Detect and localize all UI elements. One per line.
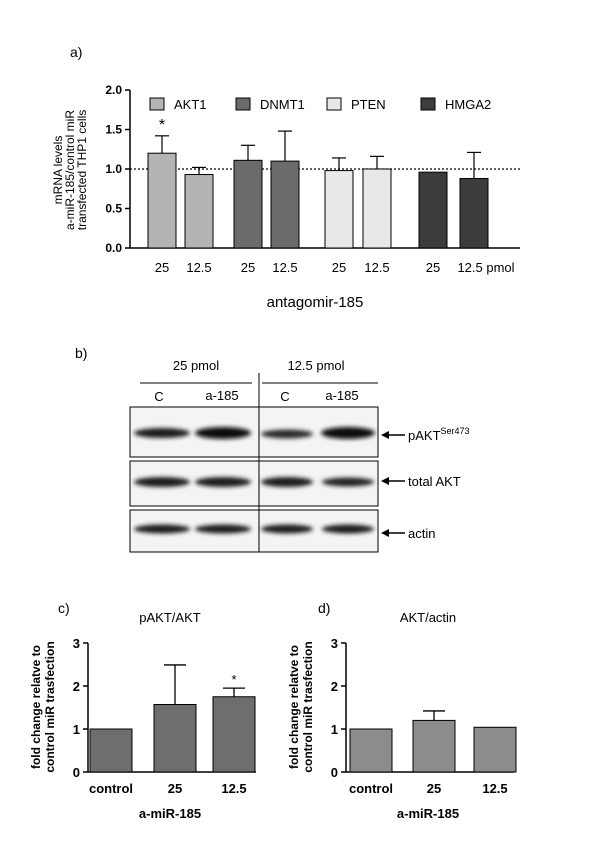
y-tick-label: 1.5 bbox=[105, 123, 122, 137]
chart-title: pAKT/AKT bbox=[139, 610, 200, 625]
legend-label: DNMT1 bbox=[260, 97, 305, 112]
lane-label: C bbox=[280, 389, 289, 404]
blot-condition-25: 25 pmol bbox=[173, 358, 219, 373]
x-tick-label: 12.5 pmol bbox=[457, 260, 514, 275]
legend-swatch bbox=[235, 97, 251, 111]
y-axis-label: fold change relatve to bbox=[287, 645, 301, 769]
chart-a: 0.0 0.5 1.0 1.5 2.0 * 25 12.5 25 12.5 25 12.5 25 12.5… bbox=[51, 83, 520, 311]
blot-row-label-pakt: pAKTSer473 bbox=[408, 426, 470, 443]
bar bbox=[233, 159, 263, 249]
band bbox=[322, 524, 374, 534]
y-tick-label: 0 bbox=[73, 765, 80, 780]
y-axis-label: fold change relatve to bbox=[29, 645, 43, 769]
blot-condition-12-5: 12.5 pmol bbox=[287, 358, 344, 373]
x-tick-label: 12.5 bbox=[482, 781, 507, 796]
x-tick-label: 25 bbox=[168, 781, 182, 796]
legend-swatch bbox=[420, 97, 436, 111]
legend-swatch bbox=[149, 97, 165, 111]
x-tick-label: 25 bbox=[332, 260, 346, 275]
x-tick-label: 12.5 bbox=[364, 260, 389, 275]
band bbox=[195, 477, 251, 487]
bar bbox=[153, 703, 197, 773]
y-axis-label: mRNA levels bbox=[51, 136, 65, 205]
bar bbox=[147, 152, 177, 249]
bar bbox=[473, 726, 517, 773]
x-tick-label: control bbox=[89, 781, 133, 796]
y-tick-label: 1 bbox=[331, 722, 338, 737]
lane-label: a-185 bbox=[325, 388, 358, 403]
lane-label: C bbox=[154, 389, 163, 404]
y-axis-label: transfected THP1 cells bbox=[75, 110, 89, 231]
y-tick-label: 0 bbox=[331, 765, 338, 780]
x-tick-label: control bbox=[349, 781, 393, 796]
band bbox=[322, 477, 374, 487]
y-axis-label: control miR trasfection bbox=[301, 641, 315, 772]
western-blot: 25 pmol 12.5 pmol C a-185 C a-185 bbox=[129, 358, 470, 553]
panel-label-b: b) bbox=[75, 345, 87, 361]
x-axis-label: antagomir-185 bbox=[267, 294, 364, 311]
panel-label-d: d) bbox=[318, 600, 330, 616]
y-axis-label: control miR trasfection bbox=[43, 641, 57, 772]
bar bbox=[459, 177, 489, 249]
chart-c: pAKT/AKT 0 1 2 3 control 25 * 12.5 fold change re… bbox=[29, 610, 256, 821]
bar bbox=[362, 168, 392, 249]
y-tick-label: 2.0 bbox=[105, 83, 122, 97]
y-tick-label: 0.0 bbox=[105, 241, 122, 255]
x-tick-label: 25 bbox=[155, 260, 169, 275]
bar bbox=[349, 728, 393, 773]
panel-label-a: a) bbox=[70, 44, 82, 60]
chart-d: AKT/actin 0 1 2 3 control 25 12.5 fold change re… bbox=[287, 610, 517, 821]
bar bbox=[184, 174, 214, 249]
band bbox=[321, 427, 375, 439]
arrow-left-icon bbox=[381, 477, 405, 485]
band bbox=[261, 429, 313, 439]
significance-star: * bbox=[231, 672, 236, 687]
chart-title: AKT/actin bbox=[400, 610, 456, 625]
legend-swatch bbox=[326, 97, 342, 111]
x-axis-label: a-miR-185 bbox=[139, 806, 201, 821]
lane-label: a-185 bbox=[205, 388, 238, 403]
bar bbox=[418, 171, 448, 249]
bar bbox=[89, 728, 133, 773]
arrow-left-icon bbox=[381, 529, 405, 537]
band bbox=[134, 477, 190, 487]
x-tick-label: 12.5 bbox=[272, 260, 297, 275]
y-axis-label: a-miR-185/control miR bbox=[63, 110, 77, 230]
blot-row-label-actin: actin bbox=[408, 526, 435, 541]
band bbox=[261, 524, 313, 534]
y-tick-label: 3 bbox=[331, 636, 338, 651]
legend-label: PTEN bbox=[351, 97, 386, 112]
panel-label-c: c) bbox=[58, 600, 70, 616]
x-tick-label: 25 bbox=[426, 260, 440, 275]
band bbox=[195, 524, 251, 534]
y-tick-label: 2 bbox=[331, 679, 338, 694]
band bbox=[195, 427, 251, 439]
bar bbox=[212, 696, 256, 773]
legend-label: HMGA2 bbox=[445, 97, 491, 112]
band bbox=[134, 524, 190, 534]
y-tick-label: 1.0 bbox=[105, 162, 122, 176]
bar bbox=[270, 160, 300, 249]
legend-label: AKT1 bbox=[174, 97, 207, 112]
y-tick-label: 1 bbox=[73, 722, 80, 737]
y-tick-label: 3 bbox=[73, 636, 80, 651]
arrow-left-icon bbox=[381, 431, 405, 439]
x-axis-label: a-miR-185 bbox=[397, 806, 459, 821]
significance-star: * bbox=[159, 117, 165, 134]
x-tick-label: 12.5 bbox=[221, 781, 246, 796]
blot-row-label-total-akt: total AKT bbox=[408, 474, 461, 489]
y-tick-label: 2 bbox=[73, 679, 80, 694]
x-tick-label: 12.5 bbox=[186, 260, 211, 275]
band bbox=[134, 428, 190, 438]
x-tick-label: 25 bbox=[427, 781, 441, 796]
bar bbox=[412, 719, 456, 773]
y-tick-label: 0.5 bbox=[105, 202, 122, 216]
x-tick-label: 25 bbox=[241, 260, 255, 275]
band bbox=[261, 477, 313, 487]
bar bbox=[324, 170, 354, 249]
